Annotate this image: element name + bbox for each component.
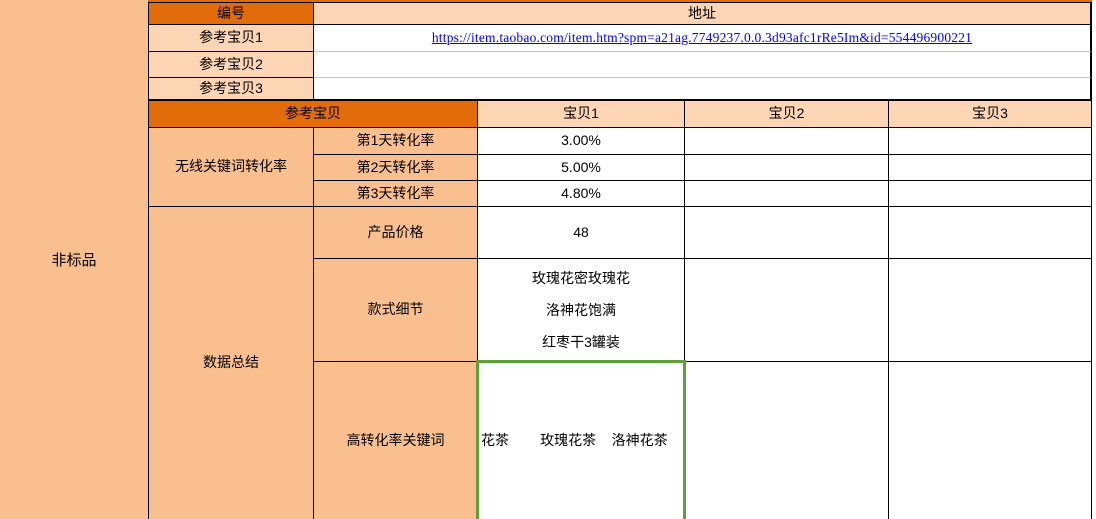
value-keywords-baobei3[interactable] (889, 362, 1092, 519)
group-header-cell[interactable]: 参考宝贝 (149, 101, 478, 128)
value-keywords-baobei1-selected[interactable]: 花茶 玫瑰花茶 洛神花茶 (478, 362, 685, 519)
value-day1-baobei3[interactable] (889, 128, 1092, 155)
baobei1-label: 宝贝1 (563, 105, 599, 122)
value-day3-baobei2[interactable] (685, 181, 889, 207)
day3-label: 第3天转化率 (356, 184, 435, 201)
day2-label: 第2天转化率 (356, 158, 435, 175)
row-label-day1-rate[interactable]: 第1天转化率 (314, 128, 478, 155)
price-value1: 48 (573, 223, 589, 240)
row-label-product-price[interactable]: 产品价格 (314, 207, 478, 259)
reference-url-table: 编号 地址 参考宝贝1 https://item.taobao.com/item… (148, 2, 1092, 100)
wireless-conversion-label: 无线关键词转化率 (175, 158, 287, 175)
value-price-baobei1[interactable]: 48 (478, 207, 685, 259)
day3-value1: 4.80% (561, 184, 601, 201)
group-header-label: 参考宝贝 (285, 105, 341, 122)
value-style-baobei1[interactable]: 玫瑰花密玫瑰花 洛神花饱满 红枣干3罐装 (478, 259, 685, 362)
price-label: 产品价格 (367, 223, 424, 240)
address-cell-ref3[interactable] (314, 78, 1091, 99)
category-cell[interactable]: 非标品 (0, 0, 148, 519)
day1-value1: 3.00% (561, 132, 601, 149)
value-day2-baobei3[interactable] (889, 155, 1092, 181)
ref2-label: 参考宝贝2 (199, 55, 263, 72)
style-value1: 玫瑰花密玫瑰花 洛神花饱满 红枣干3罐装 (532, 270, 630, 350)
address-cell-ref1[interactable]: https://item.taobao.com/item.htm?spm=a21… (314, 25, 1091, 52)
keywords-value1: 花茶 玫瑰花茶 洛神花茶 (481, 431, 668, 448)
keywords-label: 高转化率关键词 (346, 431, 445, 448)
style-label: 款式细节 (367, 301, 424, 318)
row-label-style-details[interactable]: 款式细节 (314, 259, 478, 362)
ref3-label: 参考宝贝3 (199, 79, 263, 96)
id-header-cell[interactable]: 编号 (149, 3, 314, 25)
baobei2-label: 宝贝2 (768, 105, 805, 122)
value-price-baobei3[interactable] (889, 207, 1092, 259)
row-label-day3-rate[interactable]: 第3天转化率 (314, 181, 478, 207)
col-header-baobei1[interactable]: 宝贝1 (478, 101, 685, 128)
value-day3-baobei1[interactable]: 4.80% (478, 181, 685, 207)
row-label-ref1[interactable]: 参考宝贝1 (149, 25, 314, 52)
group-label-wireless-conversion[interactable]: 无线关键词转化率 (149, 128, 314, 207)
taobao-item-link[interactable]: https://item.taobao.com/item.htm?spm=a21… (431, 29, 973, 45)
data-summary-label: 数据总结 (203, 354, 259, 371)
top-row-sliver (148, 0, 1092, 2)
group-label-data-summary[interactable]: 数据总结 (149, 207, 314, 519)
row-label-ref3[interactable]: 参考宝贝3 (149, 78, 314, 99)
address-cell-ref2[interactable] (314, 52, 1091, 78)
value-day2-baobei1[interactable]: 5.00% (478, 155, 685, 181)
day1-label: 第1天转化率 (356, 132, 435, 149)
address-header-cell[interactable]: 地址 (314, 3, 1091, 25)
id-header-label: 编号 (217, 4, 245, 21)
address-header-label: 地址 (688, 4, 716, 21)
value-style-baobei2[interactable] (685, 259, 889, 362)
row-label-high-conversion-keywords[interactable]: 高转化率关键词 (314, 362, 478, 519)
row-label-day2-rate[interactable]: 第2天转化率 (314, 155, 478, 181)
col-header-baobei2[interactable]: 宝贝2 (685, 101, 889, 128)
value-keywords-baobei2[interactable] (685, 362, 889, 519)
value-price-baobei2[interactable] (685, 207, 889, 259)
col-header-baobei3[interactable]: 宝贝3 (889, 101, 1092, 128)
day2-value1: 5.00% (561, 158, 601, 175)
analysis-table: 参考宝贝 宝贝1 宝贝2 宝贝3 无线关键词转化率 第1天转化率 3.00% (148, 100, 1092, 519)
value-day1-baobei2[interactable] (685, 128, 889, 155)
category-label: 非标品 (51, 252, 97, 269)
value-day2-baobei2[interactable] (685, 155, 889, 181)
value-day3-baobei3[interactable] (889, 181, 1092, 207)
baobei3-label: 宝贝3 (972, 105, 1008, 122)
value-style-baobei3[interactable] (889, 259, 1092, 362)
ref1-label: 参考宝贝1 (199, 29, 263, 46)
value-day1-baobei1[interactable]: 3.00% (478, 128, 685, 155)
row-label-ref2[interactable]: 参考宝贝2 (149, 52, 314, 78)
